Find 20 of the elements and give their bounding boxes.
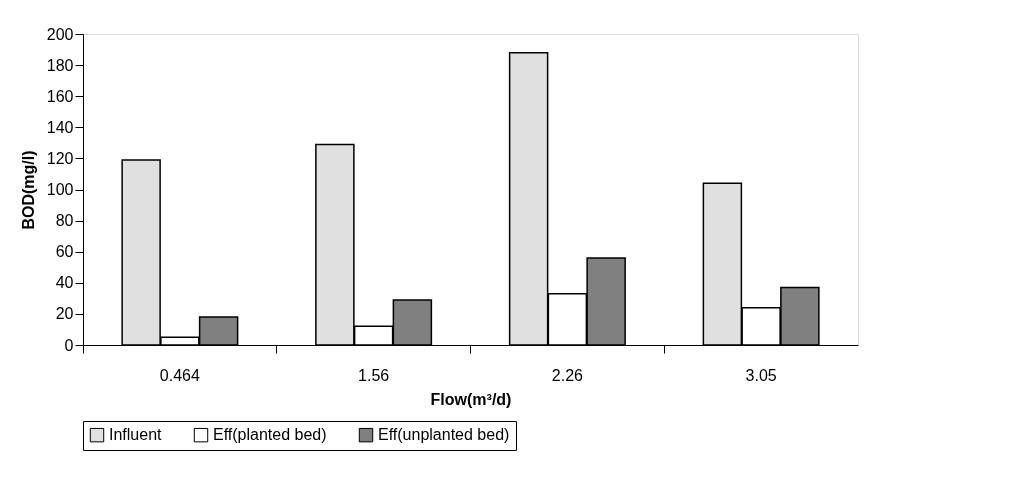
y-tick-label: 80 bbox=[55, 212, 74, 230]
y-tick-label: 160 bbox=[46, 87, 74, 105]
legend-label: Eff(planted bed) bbox=[213, 426, 327, 444]
x-tick-label: 3.05 bbox=[745, 366, 777, 384]
y-tick-label: 40 bbox=[55, 274, 74, 292]
y-tick-label: 140 bbox=[46, 118, 74, 136]
y-axis-title: BOD(mg/l) bbox=[19, 150, 37, 230]
x-axis-title: Flow(m³/d) bbox=[430, 390, 512, 408]
legend-label: Influent bbox=[109, 426, 163, 444]
y-tick-label: 100 bbox=[46, 181, 74, 198]
legend-label: Eff(unplanted bed) bbox=[378, 426, 510, 444]
x-tick-label: 0.464 bbox=[159, 366, 200, 384]
y-tick-label: 180 bbox=[46, 56, 74, 74]
y-tick-label: 200 bbox=[46, 25, 74, 43]
x-tick-label: 1.56 bbox=[358, 366, 390, 384]
y-tick-label: 60 bbox=[55, 243, 74, 261]
x-tick-label: 2.26 bbox=[551, 366, 584, 384]
y-tick-label: 120 bbox=[46, 149, 74, 167]
y-tick-label: 0 bbox=[64, 336, 74, 354]
y-tick-label: 20 bbox=[55, 305, 74, 323]
